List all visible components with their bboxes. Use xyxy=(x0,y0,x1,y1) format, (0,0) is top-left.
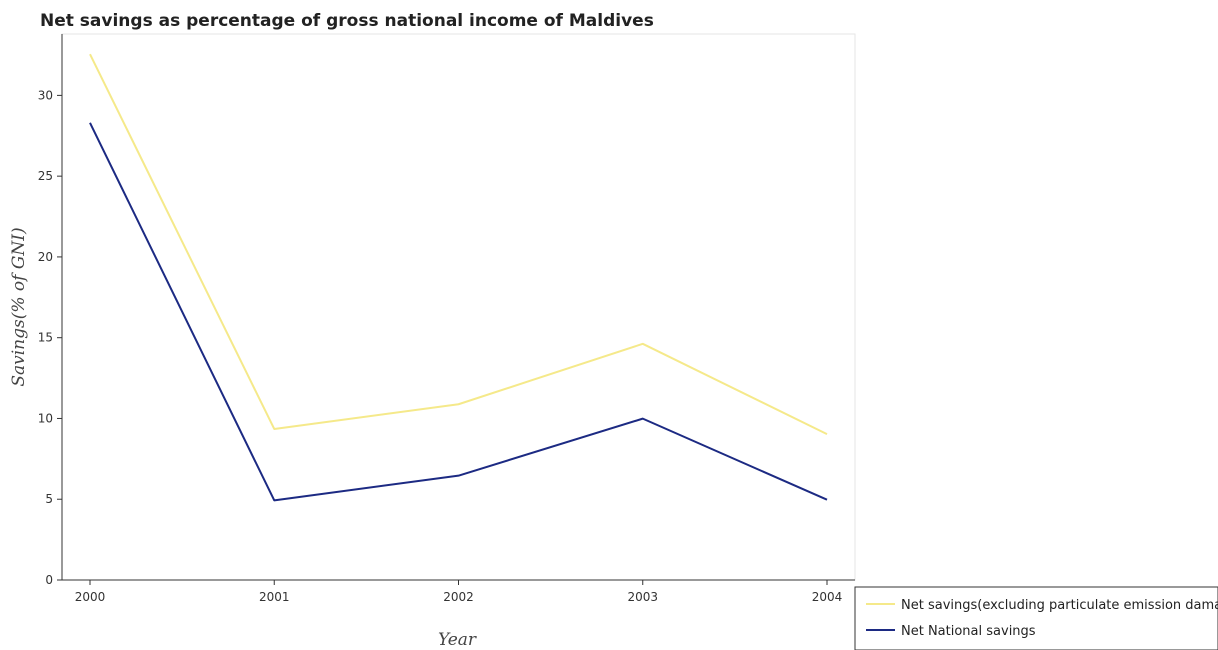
x-tick-label: 2001 xyxy=(259,590,290,604)
y-tick-label: 15 xyxy=(38,331,53,345)
x-axis-label: Year xyxy=(438,630,477,650)
y-tick-label: 20 xyxy=(38,250,53,264)
y-axis-label: Savings(% of GNI) xyxy=(9,227,29,386)
legend-label-0: Net savings(excluding particulate emissi… xyxy=(901,598,1218,613)
x-tick-label: 2002 xyxy=(443,590,474,604)
y-ticks: 0 5 10 15 20 25 30 xyxy=(38,88,62,587)
y-tick-label: 5 xyxy=(45,492,53,506)
y-tick-label: 0 xyxy=(45,573,53,587)
x-tick-label: 2000 xyxy=(75,590,106,604)
legend: Net savings(excluding particulate emissi… xyxy=(854,586,1218,650)
legend-box xyxy=(854,586,1218,650)
series-line-1 xyxy=(89,122,828,502)
y-tick-label: 30 xyxy=(38,88,53,102)
x-tick-label: 2004 xyxy=(812,590,843,604)
y-tick-label: 25 xyxy=(38,169,53,183)
x-tick-label: 2003 xyxy=(627,590,658,604)
x-ticks: 2000 2001 2002 2003 2004 xyxy=(75,580,843,604)
series-lines xyxy=(89,53,828,502)
y-tick-label: 10 xyxy=(38,411,53,425)
series-line-0 xyxy=(89,53,828,436)
legend-label-1: Net National savings xyxy=(901,624,1036,639)
chart-title: Net savings as percentage of gross natio… xyxy=(40,11,654,31)
